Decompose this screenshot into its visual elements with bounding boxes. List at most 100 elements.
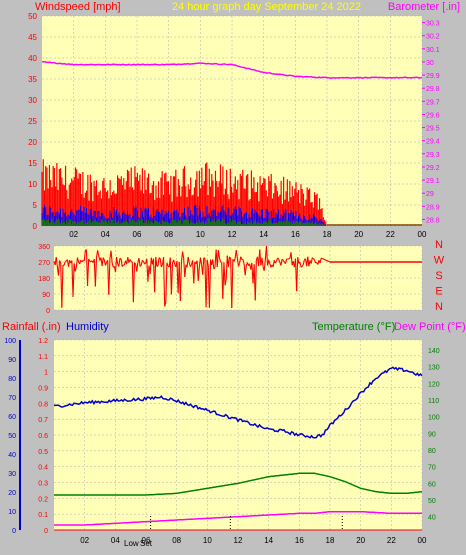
compass-label: W [434, 255, 445, 267]
rainfall-tick-label: 0.8 [38, 401, 48, 408]
rainfall-tick-label: 1.2 [38, 338, 48, 345]
direction-segment [64, 260, 67, 263]
direction-segment [160, 264, 163, 268]
wind-x-tick-label: 00 [418, 230, 427, 239]
windspeed-tick-label: 10 [28, 180, 37, 189]
direction-segment [227, 256, 231, 267]
direction-segment [170, 262, 174, 295]
series-line-dew-point [54, 510, 422, 526]
direction-segment [193, 261, 196, 284]
windspeed-axis-ticks: 0 5 10 15 20 25 30 35 40 45 50 [28, 12, 37, 231]
direction-segment [88, 258, 91, 262]
direction-segment [274, 260, 277, 264]
annotation-set: Set [140, 539, 153, 548]
direction-segment [213, 266, 216, 270]
direction-segment [142, 259, 144, 262]
direction-segment [280, 259, 283, 266]
rainfall-tick-label: 0.3 [38, 481, 48, 488]
temperature-tick-label: 130 [428, 365, 440, 372]
humidity-tick-label: 0 [12, 528, 16, 535]
direction-segment [265, 246, 269, 266]
direction-segment [220, 261, 223, 264]
temp-x-tick-label: 00 [418, 536, 427, 545]
direction-segment [302, 259, 305, 265]
direction-segment [120, 258, 123, 267]
barometer-tick-label: 28.9 [426, 204, 440, 211]
direction-segment [301, 264, 304, 267]
direction-segment [272, 260, 275, 268]
humidity-tick-label: 100 [4, 338, 16, 345]
direction-segment [55, 257, 58, 267]
barometer-tick-label: 30.2 [426, 34, 440, 41]
temp-x-tick-label: 18 [326, 536, 335, 545]
direction-segment [155, 256, 158, 267]
temperature-tick-label: 140 [428, 348, 440, 355]
dewpoint-label: Dew Point (°F) [394, 321, 466, 333]
direction-segment [206, 259, 209, 266]
direction-segment [182, 251, 185, 259]
wind-x-tick-label: 08 [164, 230, 173, 239]
direction-segment [89, 260, 92, 263]
direction-segment [310, 257, 313, 264]
compass-label: E [435, 286, 442, 298]
direction-segment [290, 252, 293, 266]
temperature-label: Temperature (°F) [312, 321, 395, 333]
temp-x-tick-label: 08 [172, 536, 181, 545]
direction-segment [118, 258, 121, 267]
direction-segment [114, 257, 118, 273]
direction-segment [263, 259, 266, 271]
direction-segment [277, 257, 280, 260]
wind-x-tick-label: 22 [386, 230, 395, 239]
direction-segment [179, 261, 183, 301]
humidity-label: Humidity [66, 321, 109, 333]
temp-x-tick-label: 06 [142, 536, 151, 545]
direction-segment [108, 258, 111, 295]
temp-x-axis-ticks: 02 04 06 08 10 12 14 16 18 20 22 00 [80, 536, 427, 545]
direction-segment [159, 258, 162, 268]
direction-trace [53, 246, 422, 308]
direction-segment [231, 259, 234, 308]
barometer-label: Barometer [.in] [388, 1, 460, 13]
direction-segment [154, 257, 157, 293]
chart-title: 24 hour graph day September 24 2022 [172, 1, 361, 13]
direction-segment [83, 250, 86, 262]
direction-segment [163, 257, 166, 307]
temp-x-tick-label: 14 [264, 536, 273, 545]
temp-x-tick-label: 02 [80, 536, 89, 545]
windspeed-label: Windspeed [mph] [35, 1, 121, 13]
compass-label: N [435, 239, 443, 251]
direction-segment [138, 258, 141, 267]
humidity-tick-label: 90 [8, 357, 16, 364]
direction-segment [233, 258, 236, 262]
sunrise-sunset-markers [150, 516, 343, 530]
direction-segment [75, 257, 79, 268]
wind-x-tick-label: 14 [259, 230, 268, 239]
temperature-tick-label: 40 [428, 515, 436, 522]
windspeed-tick-label: 40 [28, 54, 37, 63]
wind-x-tick-label: 20 [354, 230, 363, 239]
barometer-tick-label: 29.8 [426, 86, 440, 93]
direction-segment [311, 257, 314, 260]
direction-segment [139, 264, 142, 267]
rainfall-tick-label: 1 [44, 370, 48, 377]
direction-segment [261, 257, 264, 267]
direction-segment [165, 262, 168, 303]
temperature-tick-label: 110 [428, 398, 439, 405]
temp-x-tick-label: 10 [203, 536, 212, 545]
direction-segment [197, 266, 200, 281]
temp-x-tick-label: 16 [295, 536, 304, 545]
barometer-tick-label: 29.4 [426, 139, 440, 146]
barometer-tick-label: 30.1 [426, 47, 440, 54]
barometer-tick-label: 29.3 [426, 152, 440, 159]
direction-segment [223, 262, 226, 286]
direction-segment [72, 263, 75, 297]
temperature-tick-label: 80 [428, 448, 436, 455]
humidity-tick-label: 20 [8, 490, 16, 497]
windspeed-bars [41, 159, 422, 226]
wind-x-tick-label: 18 [323, 230, 332, 239]
direction-segment [281, 258, 284, 261]
wind-x-tick-label: 16 [291, 230, 300, 239]
direction-segment [57, 260, 61, 276]
temp-x-tick-label: 04 [111, 536, 120, 545]
